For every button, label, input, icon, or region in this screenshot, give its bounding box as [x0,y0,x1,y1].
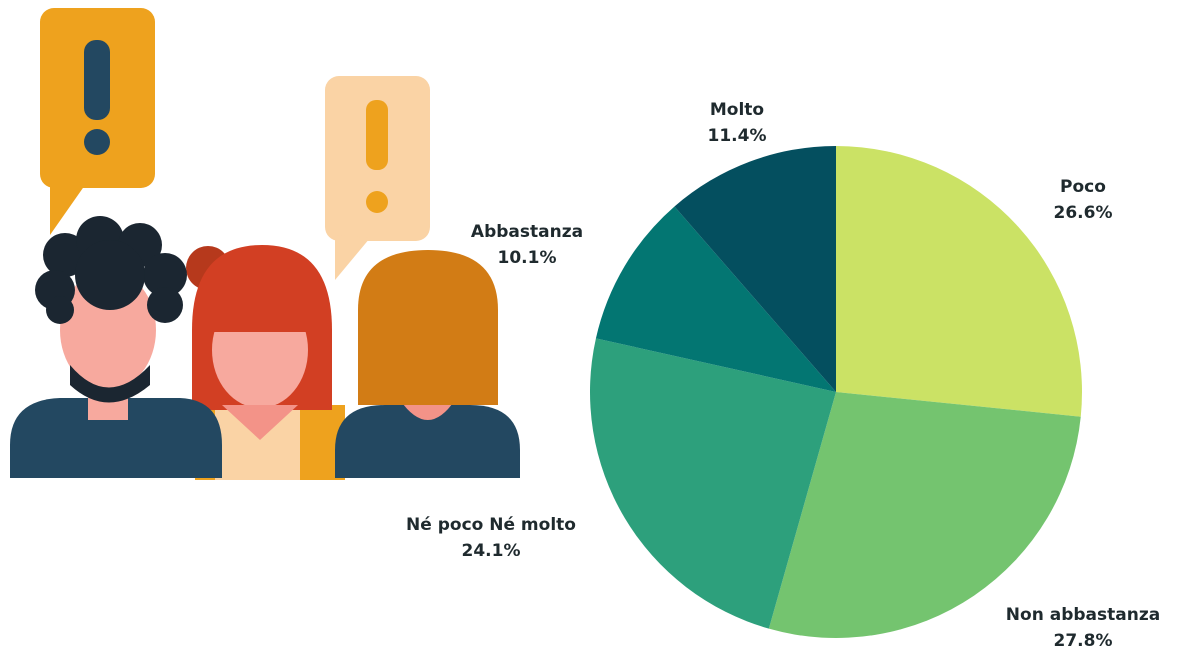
slice-label: Poco [1060,177,1106,197]
chart: Poco 26.6% Non abbastanza 27.8% Né poco Né m… [0,0,1177,650]
pie-slice [836,146,1082,417]
slice-label: Non abbastanza [1006,605,1160,625]
slice-value-label: 27.8% [1054,631,1113,650]
slice-value-label: 24.1% [462,541,521,561]
pie [590,146,1082,638]
slice-value-label: 10.1% [498,248,557,268]
illustration [10,8,520,480]
slice-value-label: 26.6% [1054,203,1113,223]
slice-label: Né poco Né molto [406,515,576,535]
slice-value-label: 11.4% [708,126,767,146]
slice-label: Abbastanza [471,222,583,242]
slice-label: Molto [710,100,764,120]
